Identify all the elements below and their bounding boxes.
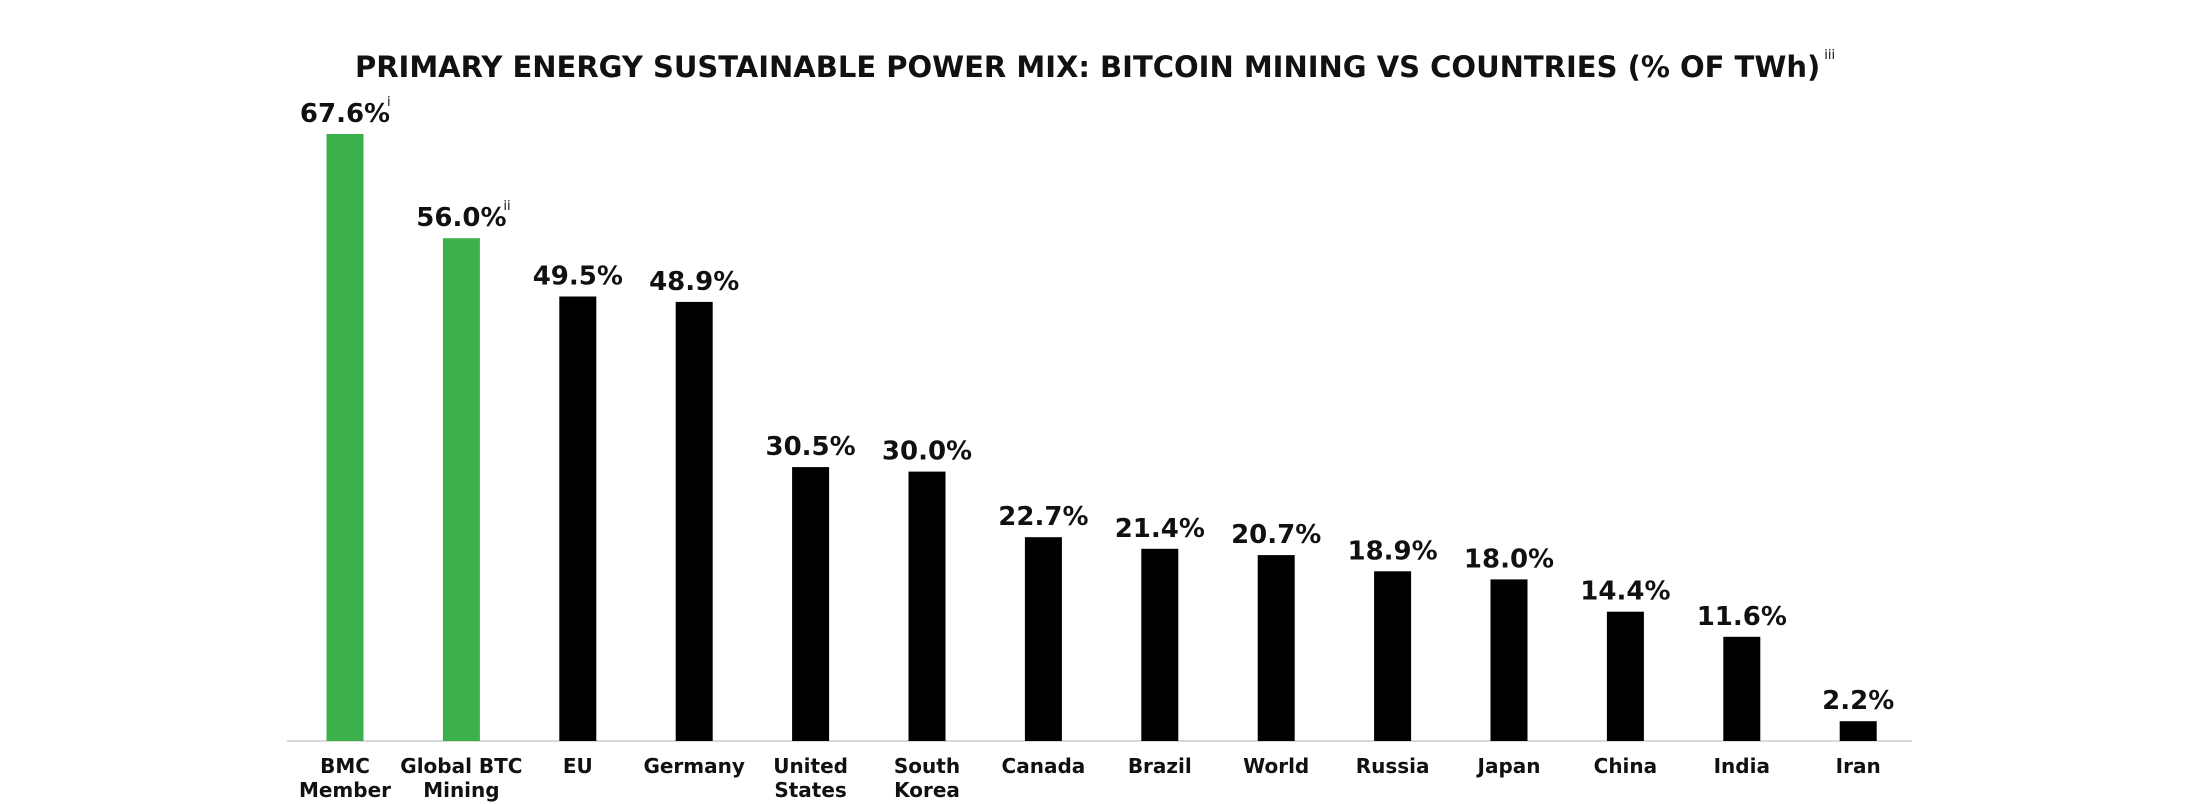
bar-11: [1606, 611, 1644, 741]
category-label-5: South Korea: [894, 754, 960, 802]
data-label-2: 49.5%: [533, 262, 623, 292]
category-label-6: Canada: [1002, 754, 1086, 778]
chart-title-text: PRIMARY ENERGY SUSTAINABLE POWER MIX: BI…: [354, 50, 1821, 84]
data-label-13: 2.2%: [1822, 686, 1894, 716]
bar-9: [1374, 571, 1412, 741]
bar-1: [442, 238, 480, 741]
data-label-footnote-0: i: [387, 95, 391, 110]
data-label-3: 48.9%: [649, 267, 739, 297]
data-label-8: 20.7%: [1231, 520, 1321, 550]
category-label-2: EU: [563, 754, 593, 778]
bar-6: [1024, 537, 1062, 741]
data-label-1: 56.0%: [416, 203, 506, 233]
bar-8: [1257, 555, 1295, 741]
data-label-0: 67.6%: [300, 99, 390, 129]
bar-7: [1141, 548, 1179, 741]
data-label-10: 18.0%: [1464, 544, 1554, 574]
data-label-5: 30.0%: [882, 437, 972, 467]
data-label-footnote-1: ii: [503, 199, 510, 214]
bar-13: [1839, 721, 1877, 741]
category-label-3: Germany: [643, 754, 744, 778]
bar-0: [326, 134, 364, 741]
category-label-9: Russia: [1356, 754, 1430, 778]
data-label-7: 21.4%: [1115, 514, 1205, 544]
title-footnote: iii: [1824, 48, 1836, 63]
category-label-13: Iran: [1836, 754, 1881, 778]
category-label-0: BMC Member: [299, 754, 391, 802]
bar-5: [908, 471, 946, 741]
chart-title: PRIMARY ENERGY SUSTAINABLE POWER MIX: BI…: [0, 48, 2190, 84]
category-label-8: World: [1243, 754, 1309, 778]
category-label-7: Brazil: [1128, 754, 1192, 778]
bar-3: [675, 301, 713, 741]
category-label-4: United States: [773, 754, 848, 802]
category-label-11: China: [1594, 754, 1658, 778]
data-label-6: 22.7%: [998, 502, 1088, 532]
bar-2: [559, 296, 597, 741]
data-label-4: 30.5%: [765, 432, 855, 462]
data-label-12: 11.6%: [1697, 602, 1787, 632]
category-label-12: India: [1714, 754, 1770, 778]
category-label-10: Japan: [1476, 754, 1541, 778]
bar-12: [1723, 636, 1761, 741]
bar-4: [792, 467, 830, 741]
category-label-1: Global BTC Mining: [400, 754, 522, 802]
bars-group: 67.6%i BMC Member 56.0%ii Global BTC Mining 49…: [299, 95, 1894, 802]
data-label-9: 18.9%: [1347, 536, 1437, 566]
bar-10: [1490, 579, 1528, 741]
data-label-11: 14.4%: [1580, 577, 1670, 607]
